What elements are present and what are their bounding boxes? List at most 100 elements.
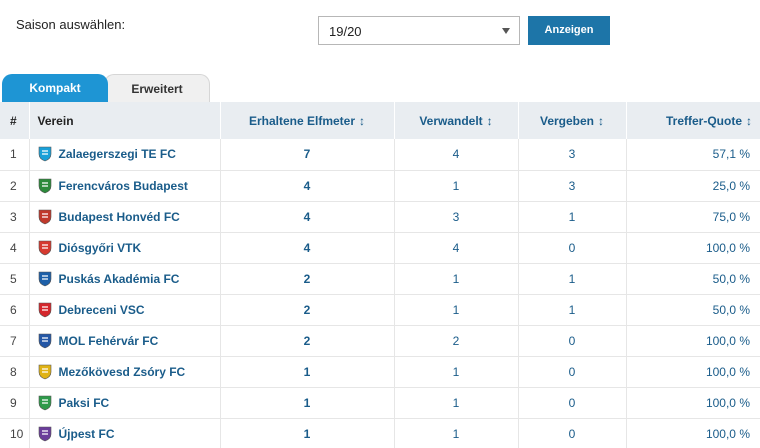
row-rate: 100,0 % [626,356,760,388]
row-club: MOL Fehérvár FC [29,325,221,357]
row-rank: 8 [0,356,30,388]
club-link[interactable]: Újpest FC [58,426,115,441]
header-missed[interactable]: Vergeben ↕ [518,102,627,139]
row-rate: 100,0 % [626,418,760,448]
tab-erweitert[interactable]: Erweitert [104,74,210,102]
row-received: 4 [220,170,395,202]
row-missed: 0 [518,232,627,264]
row-rate: 25,0 % [626,170,760,202]
sort-icon: ↕ [598,113,605,128]
table-header-row: # Verein Erhaltene Elfmeter ↕ Verwandelt ↕… [0,102,760,139]
table-row: 2 Ferencváros Budapest 4 1 3 25,0 % [0,170,760,202]
row-received: 2 [220,325,395,357]
row-received: 2 [220,263,395,295]
row-converted: 4 [394,232,519,264]
row-converted: 1 [394,263,519,295]
table-row: 5 Puskás Akadémia FC 2 1 1 50,0 % [0,263,760,295]
show-button[interactable]: Anzeigen [528,16,610,45]
dvtk-crest-icon [38,240,51,255]
row-rank: 10 [0,418,30,448]
row-missed: 0 [518,418,627,448]
ujpest-crest-icon [38,426,51,441]
penalty-table: # Verein Erhaltene Elfmeter ↕ Verwandelt ↕… [0,102,760,448]
tab-kompakt[interactable]: Kompakt [2,74,108,102]
season-selector-bar: Saison auswählen: 19/20 Anzeigen [0,0,760,60]
row-club: Diósgyőri VTK [29,232,221,264]
row-converted: 1 [394,387,519,419]
row-received: 1 [220,356,395,388]
ferencvaros-crest-icon [38,178,51,193]
dvsc-crest-icon [38,302,51,317]
table-row: 10 Újpest FC 1 1 0 100,0 % [0,418,760,448]
row-rate: 57,1 % [626,139,760,171]
row-rank: 2 [0,170,30,202]
table-row: 7 MOL Fehérvár FC 2 2 0 100,0 % [0,325,760,357]
row-rate: 100,0 % [626,387,760,419]
row-converted: 3 [394,201,519,233]
row-missed: 3 [518,170,627,202]
header-rank: # [0,102,30,139]
row-rank: 6 [0,294,30,326]
club-link[interactable]: Debreceni VSC [58,302,145,317]
row-missed: 3 [518,139,627,171]
row-club: Puskás Akadémia FC [29,263,221,295]
table-row: 9 Paksi FC 1 1 0 100,0 % [0,387,760,419]
row-missed: 1 [518,201,627,233]
row-converted: 1 [394,418,519,448]
row-rate: 50,0 % [626,263,760,295]
header-club: Verein [29,102,221,139]
club-link[interactable]: Paksi FC [58,395,110,410]
row-club: Budapest Honvéd FC [29,201,221,233]
zte-crest-icon [38,146,51,162]
row-rate: 75,0 % [626,201,760,233]
table-row: 4 Diósgyőri VTK 4 4 0 100,0 % [0,232,760,264]
row-rate: 100,0 % [626,325,760,357]
table-body: 1 Zalaegerszegi TE FC 7 4 3 57,1 % 2 Ferencváro… [0,139,760,448]
sort-icon: ↕ [486,113,493,128]
row-converted: 2 [394,325,519,357]
sort-icon: ↕ [359,113,366,128]
club-link[interactable]: Zalaegerszegi TE FC [58,147,176,162]
paks-crest-icon [38,395,51,410]
puskas-crest-icon [38,271,51,286]
row-rank: 1 [0,139,30,171]
row-rank: 3 [0,201,30,233]
row-club: Mezőkövesd Zsóry FC [29,356,221,388]
row-received: 7 [220,139,395,171]
row-received: 4 [220,232,395,264]
row-club: Debreceni VSC [29,294,221,326]
row-club: Zalaegerszegi TE FC [29,139,221,171]
header-rate[interactable]: Treffer-Quote ↕ [626,102,760,139]
row-missed: 0 [518,325,627,357]
header-received[interactable]: Erhaltene Elfmeter ↕ [220,102,395,139]
club-link[interactable]: Mezőkövesd Zsóry FC [58,364,186,379]
season-select[interactable]: 19/20 [318,16,520,45]
row-club: Paksi FC [29,387,221,419]
row-club: Ferencváros Budapest [29,170,221,202]
header-converted[interactable]: Verwandelt ↕ [394,102,519,139]
table-row: 1 Zalaegerszegi TE FC 7 4 3 57,1 % [0,139,760,171]
table-row: 8 Mezőkövesd Zsóry FC 1 1 0 100,0 % [0,356,760,388]
club-link[interactable]: MOL Fehérvár FC [58,333,159,348]
row-rank: 9 [0,387,30,419]
row-missed: 1 [518,294,627,326]
row-rank: 4 [0,232,30,264]
view-tabs: Erweitert Kompakt [0,74,760,102]
club-link[interactable]: Ferencváros Budapest [58,178,188,193]
club-link[interactable]: Puskás Akadémia FC [58,271,180,286]
season-selected-value: 19/20 [329,24,362,39]
row-converted: 1 [394,356,519,388]
club-link[interactable]: Diósgyőri VTK [58,240,142,255]
season-label: Saison auswählen: [16,17,126,32]
row-rank: 5 [0,263,30,295]
row-club: Újpest FC [29,418,221,448]
mezokovesd-crest-icon [38,364,51,379]
row-received: 1 [220,418,395,448]
honved-crest-icon [38,209,51,224]
row-missed: 1 [518,263,627,295]
row-converted: 4 [394,139,519,171]
sort-icon: ↕ [746,113,752,128]
row-converted: 1 [394,170,519,202]
row-rate: 50,0 % [626,294,760,326]
club-link[interactable]: Budapest Honvéd FC [58,209,180,224]
